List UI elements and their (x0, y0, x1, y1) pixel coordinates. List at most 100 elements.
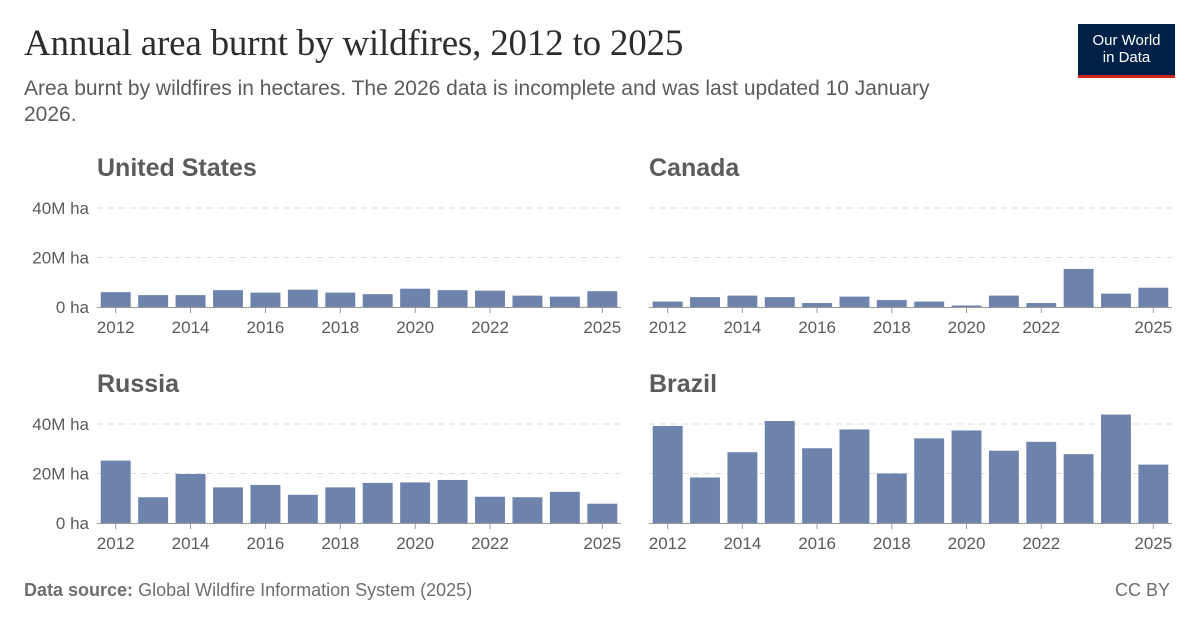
bar-canada-2018 (876, 300, 907, 307)
chart-subtitle: Area burnt by wildfires in hectares. The… (24, 77, 930, 126)
bar-brazil-2024 (1101, 414, 1131, 523)
bar-canada-2017 (839, 296, 870, 307)
bar-canada-2016 (802, 303, 833, 307)
x-tick-label-united-states-2020: 2020 (396, 318, 434, 337)
data-source-link[interactable]: Global Wildfire Information System (2025… (138, 580, 473, 600)
x-tick-label-canada-2020: 2020 (948, 318, 986, 337)
bar-united-states-2014 (175, 295, 206, 307)
bar-russia-2022 (475, 496, 505, 523)
bar-russia-2020 (400, 482, 431, 523)
bar-canada-2012 (652, 301, 683, 307)
bar-united-states-2018 (325, 292, 356, 307)
bar-brazil-2025 (1138, 464, 1169, 523)
y-tick-label-russia-20: 20M ha (32, 465, 89, 484)
bar-canada-2020 (951, 305, 982, 307)
x-tick-label-russia-2018: 2018 (321, 534, 359, 553)
chart-title: Annual area burnt by wildfires, 2012 to … (24, 23, 684, 64)
x-tick-label-brazil-2014: 2014 (723, 534, 761, 553)
panel-title-brazil: Brazil (649, 370, 717, 398)
bar-canada-2024 (1101, 293, 1131, 307)
bar-brazil-2018 (876, 473, 907, 523)
x-tick-label-russia-2016: 2016 (247, 534, 285, 553)
bar-russia-2016 (250, 484, 281, 523)
bar-brazil-2021 (988, 450, 1019, 523)
bar-brazil-2022 (1026, 441, 1057, 523)
bar-canada-2025 (1138, 287, 1169, 307)
bar-united-states-2016 (250, 292, 281, 307)
logo-line-1: Our World (1092, 32, 1161, 49)
x-tick-label-canada-2022: 2022 (1022, 318, 1060, 337)
owid-logo[interactable]: Our World in Data (1078, 24, 1175, 78)
bar-canada-2021 (988, 295, 1019, 307)
x-tick-label-canada-2018: 2018 (873, 318, 911, 337)
bar-canada-2019 (914, 301, 945, 307)
panel-title-russia: Russia (97, 370, 180, 398)
bar-brazil-2017 (839, 429, 870, 523)
x-tick-label-russia-2025: 2025 (583, 534, 621, 553)
y-tick-label-russia-0: 0 ha (56, 514, 90, 533)
y-tick-label-united-states-20: 20M ha (32, 249, 89, 268)
logo-line-2: in Data (1102, 49, 1151, 66)
panel-title-canada: Canada (649, 154, 740, 182)
x-tick-label-united-states-2012: 2012 (97, 318, 135, 337)
bar-russia-2013 (138, 497, 169, 523)
bar-russia-2019 (362, 482, 393, 523)
bar-canada-2022 (1026, 303, 1057, 307)
bar-russia-2017 (287, 494, 318, 523)
license-link[interactable]: CC BY (1114, 580, 1170, 600)
x-tick-label-united-states-2014: 2014 (172, 318, 210, 337)
bar-brazil-2013 (690, 477, 720, 523)
data-source: Data source: Global Wildfire Information… (24, 580, 472, 601)
x-tick-label-united-states-2018: 2018 (321, 318, 359, 337)
bar-brazil-2012 (652, 425, 683, 523)
panel-title-united-states: United States (97, 154, 257, 182)
bar-russia-2014 (175, 474, 206, 523)
bar-united-states-2015 (213, 290, 243, 307)
x-tick-label-russia-2014: 2014 (172, 534, 210, 553)
bar-canada-2015 (764, 297, 795, 307)
bar-brazil-2016 (802, 448, 833, 523)
bar-united-states-2020 (400, 288, 431, 307)
bar-russia-2021 (437, 479, 468, 523)
x-tick-label-united-states-2025: 2025 (583, 318, 621, 337)
y-tick-label-united-states-40: 40M ha (32, 199, 89, 218)
x-tick-label-canada-2014: 2014 (723, 318, 761, 337)
bar-brazil-2023 (1063, 454, 1094, 523)
bar-united-states-2012 (100, 292, 131, 307)
x-tick-label-brazil-2020: 2020 (948, 534, 986, 553)
x-tick-label-russia-2012: 2012 (97, 534, 135, 553)
bar-united-states-2017 (287, 289, 318, 307)
bar-russia-2015 (213, 487, 243, 523)
x-tick-label-united-states-2016: 2016 (247, 318, 285, 337)
bar-united-states-2019 (362, 294, 393, 307)
bar-brazil-2014 (727, 452, 758, 523)
x-tick-label-canada-2012: 2012 (649, 318, 687, 337)
x-tick-label-brazil-2025: 2025 (1134, 534, 1172, 553)
y-tick-label-united-states-0: 0 ha (56, 298, 90, 317)
x-tick-label-brazil-2018: 2018 (873, 534, 911, 553)
data-source-label: Data source: (24, 580, 134, 600)
bar-brazil-2019 (914, 438, 945, 523)
bar-canada-2023 (1063, 268, 1094, 307)
x-tick-label-brazil-2016: 2016 (798, 534, 836, 553)
bar-united-states-2025 (587, 291, 618, 307)
bar-russia-2018 (325, 487, 356, 523)
bar-russia-2024 (549, 491, 580, 523)
bar-canada-2013 (690, 297, 720, 307)
y-tick-label-russia-40: 40M ha (32, 415, 89, 434)
bar-russia-2023 (512, 497, 543, 523)
x-tick-label-russia-2022: 2022 (471, 534, 509, 553)
bar-russia-2012 (100, 460, 131, 523)
x-tick-label-brazil-2022: 2022 (1022, 534, 1060, 553)
bar-brazil-2020 (951, 430, 982, 523)
bar-brazil-2015 (764, 421, 795, 523)
x-tick-label-russia-2020: 2020 (396, 534, 434, 553)
bar-united-states-2022 (475, 290, 505, 307)
bar-united-states-2013 (138, 295, 169, 307)
bar-united-states-2024 (549, 296, 580, 307)
bar-united-states-2023 (512, 295, 543, 307)
x-tick-label-brazil-2012: 2012 (649, 534, 687, 553)
bar-canada-2014 (727, 295, 758, 307)
x-tick-label-canada-2016: 2016 (798, 318, 836, 337)
